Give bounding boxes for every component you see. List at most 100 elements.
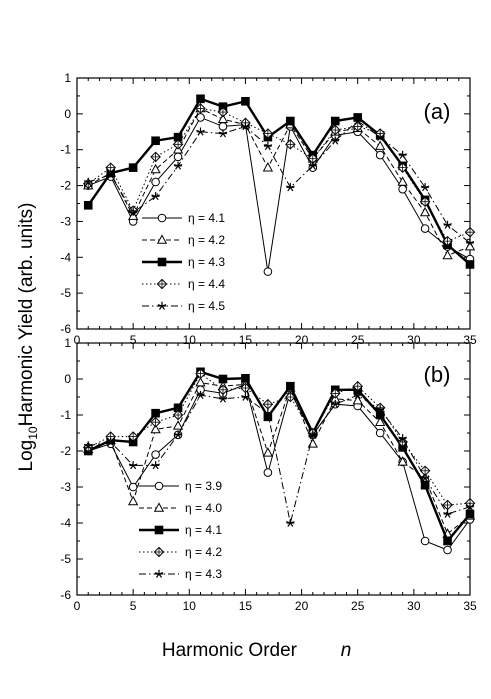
data-point <box>262 447 274 457</box>
data-point <box>218 122 228 131</box>
data-point <box>353 116 362 125</box>
series-line <box>88 372 471 506</box>
data-point <box>263 141 273 150</box>
y-axis-label-subscript: 10 <box>26 426 40 440</box>
data-point <box>308 161 318 170</box>
x-tick-label: 20 <box>295 599 309 613</box>
legend-label: η = 4.1 <box>185 523 222 537</box>
series-line <box>88 116 471 272</box>
data-point <box>151 192 160 201</box>
legend-entry: η = 4.3 <box>142 255 225 269</box>
y-tick-label: 1 <box>64 336 71 350</box>
data-point <box>375 428 385 438</box>
y-tick-label: -2 <box>60 444 71 458</box>
legend-entry: η = 3.9 <box>139 479 222 493</box>
legend-marker <box>157 213 167 223</box>
legend-marker <box>154 525 164 535</box>
x-tick-label: 15 <box>239 599 253 613</box>
series-3 <box>83 367 475 546</box>
legend-marker <box>156 234 168 244</box>
data-point <box>420 480 430 490</box>
data-point <box>128 163 138 172</box>
series-line <box>88 394 471 524</box>
series-line <box>87 97 471 266</box>
legend-label: η = 4.3 <box>188 255 225 269</box>
data-point <box>398 184 407 194</box>
series-line <box>87 107 471 257</box>
data-point <box>420 473 430 482</box>
x-tick-label: 0 <box>74 599 81 613</box>
data-point <box>353 390 362 400</box>
data-point <box>465 502 475 511</box>
data-point <box>465 238 475 247</box>
data-point <box>443 509 452 518</box>
y-tick-label: -5 <box>60 286 71 300</box>
legend-entry: η = 4.2 <box>142 233 225 247</box>
x-tick-label: 30 <box>407 599 421 613</box>
data-point <box>83 177 93 186</box>
legend-marker <box>157 257 167 267</box>
data-point <box>128 461 138 470</box>
legend-entry: η = 4.1 <box>142 211 225 225</box>
series-5 <box>83 116 475 247</box>
data-point <box>196 390 205 400</box>
panel-label: (a) <box>424 99 451 124</box>
x-tick-label: 25 <box>351 599 365 613</box>
data-point <box>398 150 407 159</box>
panel-label: (b) <box>424 362 451 387</box>
data-point <box>465 260 475 269</box>
data-point <box>172 420 184 430</box>
y-tick-label: 1 <box>64 71 71 85</box>
data-point <box>263 267 273 276</box>
legend-label: η = 4.4 <box>188 277 225 291</box>
data-point <box>151 408 160 418</box>
data-point <box>128 208 138 217</box>
data-point <box>217 113 229 124</box>
x-tick-label: 5 <box>130 599 137 613</box>
data-point <box>173 152 183 162</box>
data-point <box>196 113 205 122</box>
data-point <box>128 482 138 492</box>
y-tick-label: -4 <box>60 516 71 530</box>
series-4 <box>82 368 476 511</box>
y-tick-label: 0 <box>64 372 71 386</box>
data-point <box>83 441 93 450</box>
data-point <box>352 394 363 405</box>
legend-label: η = 3.9 <box>185 479 222 493</box>
data-point <box>397 456 408 466</box>
data-point <box>443 220 452 229</box>
legend-entry: η = 4.4 <box>142 277 225 291</box>
data-point <box>196 94 205 104</box>
y-tick-label: -2 <box>60 179 71 193</box>
y-tick-label: -3 <box>60 214 71 228</box>
data-point <box>196 127 205 136</box>
data-point <box>443 536 452 546</box>
series-5 <box>83 390 475 527</box>
data-point <box>151 136 160 146</box>
data-point <box>375 132 385 142</box>
data-point <box>419 206 431 217</box>
y-tick-label: -6 <box>60 322 71 336</box>
data-point <box>151 177 160 187</box>
series-line <box>88 382 471 535</box>
data-point <box>195 376 206 387</box>
series-line <box>87 107 471 242</box>
legend-entry: η = 4.3 <box>139 567 222 581</box>
data-point <box>330 399 340 409</box>
series-line <box>88 120 471 244</box>
legend-entry: η = 4.0 <box>139 501 222 515</box>
data-point <box>286 183 295 192</box>
data-point <box>375 140 386 150</box>
data-point <box>330 116 340 126</box>
data-point <box>330 136 340 145</box>
data-point <box>128 495 139 506</box>
x-tick-label: 35 <box>463 599 477 613</box>
data-point <box>286 381 295 391</box>
data-point <box>375 405 385 414</box>
data-point <box>263 408 273 418</box>
data-point <box>397 176 408 186</box>
x-axis-label: Harmonic Order <box>162 640 298 661</box>
legend-marker <box>154 569 164 578</box>
